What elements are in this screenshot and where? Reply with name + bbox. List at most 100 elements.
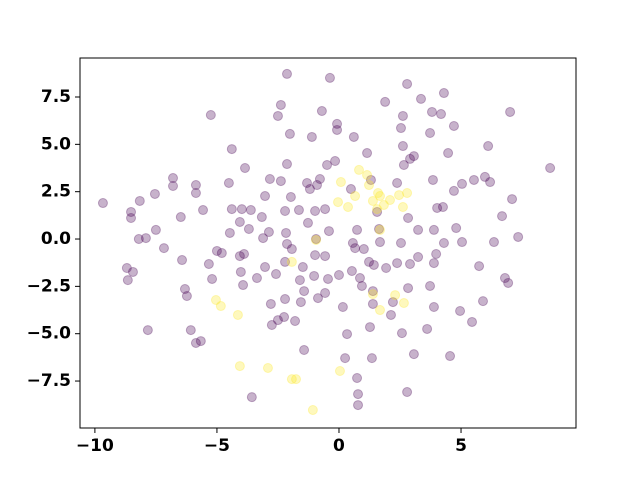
point — [374, 223, 385, 234]
point — [378, 199, 389, 210]
point — [316, 106, 327, 117]
point — [256, 212, 267, 223]
point — [320, 287, 331, 298]
point — [350, 191, 361, 202]
point — [352, 373, 363, 384]
point — [302, 217, 313, 228]
point — [428, 302, 439, 313]
y-tick-label: −7.5 — [27, 371, 71, 391]
point — [402, 387, 413, 398]
point — [126, 206, 137, 217]
point — [309, 270, 320, 281]
point — [262, 362, 273, 373]
point — [280, 294, 291, 305]
point — [311, 234, 322, 245]
point — [279, 312, 290, 323]
point — [280, 256, 291, 267]
point — [485, 177, 496, 188]
point — [387, 297, 398, 308]
point — [392, 258, 403, 269]
point — [310, 250, 321, 261]
point — [443, 148, 454, 159]
point — [258, 233, 269, 244]
point — [304, 184, 315, 195]
point — [467, 316, 478, 327]
point — [333, 270, 344, 281]
point — [281, 227, 292, 238]
y-tick-label: 0.0 — [41, 229, 71, 249]
point — [286, 256, 297, 267]
point — [302, 177, 313, 188]
point — [398, 298, 409, 309]
point — [455, 305, 466, 316]
point — [342, 329, 353, 340]
point — [334, 366, 345, 377]
point — [266, 319, 277, 330]
point — [413, 252, 424, 263]
point — [281, 238, 292, 249]
point — [354, 164, 364, 175]
point — [238, 280, 249, 291]
point — [343, 202, 354, 213]
point — [367, 286, 378, 297]
point — [312, 180, 323, 191]
point — [335, 177, 346, 188]
point — [332, 118, 343, 129]
point — [294, 275, 305, 286]
point — [281, 68, 292, 79]
point — [168, 173, 178, 184]
point — [323, 273, 333, 284]
point — [408, 151, 419, 162]
point — [397, 202, 408, 213]
point — [545, 163, 556, 174]
point — [497, 211, 508, 222]
point — [362, 148, 373, 159]
point — [503, 277, 514, 288]
point — [190, 188, 201, 199]
point — [251, 273, 262, 284]
point — [474, 261, 485, 272]
point — [265, 298, 276, 309]
point — [295, 297, 306, 308]
point — [239, 248, 250, 259]
point — [127, 266, 138, 277]
point — [205, 109, 216, 120]
point — [330, 156, 341, 167]
point — [348, 131, 359, 142]
point — [403, 283, 414, 294]
point — [149, 188, 160, 199]
point — [264, 173, 275, 184]
point — [373, 188, 384, 199]
point — [358, 244, 369, 255]
point — [408, 349, 419, 360]
point — [405, 153, 416, 164]
point — [513, 231, 524, 242]
point — [175, 212, 186, 223]
point — [299, 286, 310, 297]
y-tick-label: −2.5 — [27, 276, 71, 296]
point — [281, 159, 292, 170]
point — [142, 325, 153, 336]
point — [232, 309, 243, 320]
point — [190, 180, 201, 191]
point — [190, 337, 201, 348]
point — [374, 237, 385, 248]
point — [168, 181, 178, 192]
point — [352, 224, 363, 235]
point — [483, 141, 494, 152]
point — [284, 128, 295, 139]
point — [468, 174, 479, 185]
point — [280, 205, 291, 216]
y-tick-label: 7.5 — [41, 87, 71, 107]
x-tick-label: 0 — [333, 436, 345, 456]
point — [413, 224, 424, 235]
point — [210, 294, 221, 305]
point — [365, 174, 376, 185]
point — [314, 173, 325, 184]
point — [356, 280, 367, 291]
point — [368, 259, 379, 270]
point — [121, 262, 132, 273]
point — [428, 224, 439, 235]
point — [396, 328, 407, 339]
